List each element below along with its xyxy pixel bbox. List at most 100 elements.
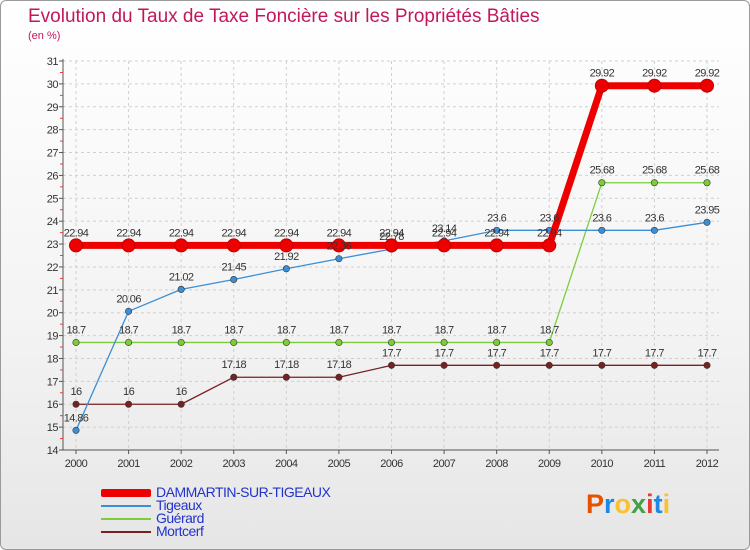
data-label: 18.7 — [277, 324, 296, 336]
y-tick-label: 21 — [47, 285, 59, 297]
data-point — [125, 400, 133, 408]
data-point — [335, 373, 343, 381]
y-tick-label: 31 — [47, 56, 59, 68]
data-point — [700, 78, 714, 93]
x-tick-label: 2000 — [65, 458, 88, 470]
x-tick-label: 2009 — [538, 458, 561, 470]
data-label: 17.7 — [697, 347, 716, 359]
data-point — [542, 238, 557, 253]
y-tick-label: 22 — [47, 262, 59, 274]
data-point — [230, 373, 238, 381]
x-tick-label: 2011 — [644, 458, 666, 470]
legend-swatch — [101, 505, 151, 507]
data-label: 23.6 — [592, 212, 611, 224]
x-tick-label: 2008 — [485, 458, 508, 470]
data-label: 23.6 — [540, 212, 559, 224]
legend-swatch — [101, 489, 151, 497]
data-label: 21.02 — [169, 271, 194, 283]
data-label: 22.94 — [432, 227, 457, 239]
data-point — [440, 338, 448, 346]
data-point — [282, 373, 290, 381]
y-tick-label: 25 — [47, 193, 59, 205]
data-point — [703, 179, 711, 187]
data-point — [72, 426, 80, 434]
data-label: 29.92 — [695, 68, 720, 80]
data-point — [177, 285, 185, 293]
data-point — [282, 265, 290, 273]
data-point — [493, 361, 501, 369]
x-tick-label: 2007 — [433, 458, 456, 470]
data-point — [647, 78, 662, 93]
y-tick-label: 29 — [47, 102, 59, 114]
logo-letter: o — [614, 489, 632, 519]
data-label: 18.7 — [435, 324, 454, 336]
data-label: 14.86 — [64, 412, 89, 424]
data-label: 22.94 — [169, 227, 194, 239]
data-point — [72, 338, 80, 346]
y-tick-label: 17 — [47, 376, 59, 388]
data-label: 17.18 — [327, 359, 352, 371]
legend-swatch — [101, 531, 151, 533]
data-label: 18.7 — [329, 324, 348, 336]
data-label: 17.7 — [540, 347, 559, 359]
y-tick-label: 23 — [47, 239, 59, 251]
proxiti-logo: Proxiti — [586, 489, 670, 520]
data-point — [69, 238, 83, 253]
data-label: 21.92 — [274, 251, 299, 263]
logo-letter: i — [646, 489, 654, 519]
data-point — [703, 361, 711, 369]
data-point — [650, 179, 658, 187]
legend-swatch — [101, 518, 151, 520]
data-label: 23.95 — [695, 204, 720, 216]
data-point — [177, 338, 185, 346]
logo-letter: i — [662, 489, 671, 519]
y-tick-label: 18 — [47, 353, 59, 365]
data-label: 17.7 — [435, 347, 454, 359]
legend-label: Tigeaux — [156, 497, 202, 513]
data-point — [125, 338, 133, 346]
data-label: 17.7 — [487, 347, 506, 359]
data-label: 22.94 — [537, 227, 562, 239]
logo-letter: P — [586, 489, 605, 519]
y-tick-label: 30 — [47, 79, 59, 91]
data-point — [387, 361, 395, 369]
data-label: 22.36 — [327, 241, 352, 253]
y-tick-label: 14 — [47, 445, 59, 457]
data-point — [493, 338, 501, 346]
data-label: 22.94 — [221, 227, 246, 239]
y-tick-label: 27 — [47, 148, 59, 160]
x-tick-label: 2002 — [170, 458, 193, 470]
x-tick-label: 2010 — [591, 458, 614, 470]
y-tick-label: 26 — [47, 170, 59, 182]
data-point — [650, 361, 658, 369]
data-label: 25.68 — [642, 165, 667, 177]
logo-letter: x — [631, 489, 647, 519]
data-point — [230, 338, 238, 346]
legend-label: Guérard — [156, 510, 204, 526]
logo-letter: r — [604, 489, 615, 519]
data-label: 23.6 — [645, 212, 664, 224]
data-point — [279, 238, 294, 253]
data-label: 23.6 — [487, 212, 506, 224]
data-label: 22.78 — [379, 231, 404, 243]
data-label: 22.94 — [379, 227, 404, 239]
data-point — [440, 361, 448, 369]
data-point — [545, 361, 553, 369]
data-label: 17.7 — [645, 347, 664, 359]
data-point — [598, 179, 606, 187]
data-label: 18.7 — [487, 324, 506, 336]
data-point — [598, 226, 606, 234]
data-label: 29.92 — [642, 68, 667, 80]
y-tick-label: 20 — [47, 308, 59, 320]
data-label: 18.7 — [540, 324, 559, 336]
data-point — [493, 226, 501, 234]
data-label: 16 — [70, 386, 82, 398]
logo-letter: t — [653, 489, 663, 519]
y-tick-label: 24 — [47, 216, 59, 228]
unit-label: (en %) — [28, 30, 61, 42]
data-point — [335, 338, 343, 346]
data-label: 17.18 — [221, 359, 246, 371]
data-point — [177, 400, 185, 408]
data-point — [598, 361, 606, 369]
